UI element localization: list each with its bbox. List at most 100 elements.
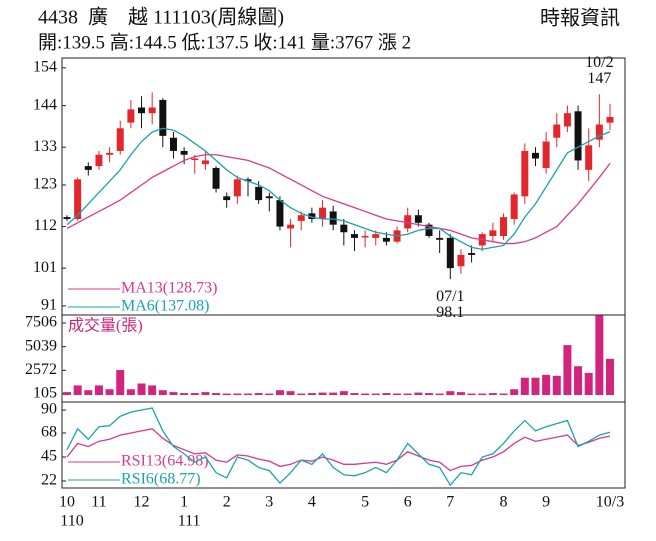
volume-bar xyxy=(63,392,71,395)
x-tick-label: 1 xyxy=(180,494,188,511)
panel-title: 成交量(張) xyxy=(68,317,143,335)
candle-body xyxy=(63,217,71,220)
volume-bar xyxy=(478,393,487,395)
y-tick-label: 2572 xyxy=(25,361,57,378)
volume-bar xyxy=(244,393,252,395)
volume-bar xyxy=(212,393,221,395)
volume-bar xyxy=(350,393,359,395)
candle-body xyxy=(127,109,135,123)
candle-body xyxy=(425,224,433,237)
candle-body xyxy=(510,194,518,220)
candle-body xyxy=(446,237,454,269)
candle-body xyxy=(436,237,444,240)
y-tick-label: 90 xyxy=(41,401,57,418)
volume-bar xyxy=(499,393,508,395)
x-tick-label: 2 xyxy=(223,494,231,511)
x-tick-label: 10/3 xyxy=(596,494,624,511)
volume-bar xyxy=(126,389,135,395)
volume-bar xyxy=(595,315,604,395)
volume-bar xyxy=(84,390,93,395)
candle-body xyxy=(212,167,220,189)
candle-body xyxy=(287,224,295,229)
candle-body xyxy=(159,99,167,136)
x-tick-label: 3 xyxy=(265,494,273,511)
candle-body xyxy=(138,107,146,114)
volume-bar xyxy=(286,391,295,395)
annotation-date: 07/1 xyxy=(436,288,464,305)
x-tick-label: 4 xyxy=(308,494,316,511)
y-tick-label: 154 xyxy=(33,58,57,75)
candle-body xyxy=(265,196,273,199)
candle-body xyxy=(255,186,263,201)
candle-body xyxy=(595,124,603,140)
x-tick-label: 7 xyxy=(446,494,454,511)
chart-title: 4438 廣 越 111103(周線圖) xyxy=(38,6,284,29)
candle-body xyxy=(500,217,508,237)
volume-bar xyxy=(116,370,125,395)
candle-body xyxy=(414,215,422,223)
candle-body xyxy=(585,145,593,170)
y-tick-label: 101 xyxy=(33,259,57,276)
candle-body xyxy=(553,124,561,138)
candle-body xyxy=(542,141,550,168)
volume-bar xyxy=(105,389,114,395)
candle-body xyxy=(329,211,337,225)
volume-bar xyxy=(563,345,572,395)
x-year-label: 110 xyxy=(60,513,83,530)
volume-bar xyxy=(403,393,412,395)
volume-bar xyxy=(307,393,316,395)
y-tick-label: 5039 xyxy=(25,337,57,354)
x-tick-label: 12 xyxy=(134,494,150,511)
annotation-value: 98.1 xyxy=(436,304,464,321)
volume-bar xyxy=(148,385,157,395)
candle-body xyxy=(180,150,188,155)
y-tick-label: 22 xyxy=(41,472,57,489)
line-series xyxy=(66,127,611,250)
volume-bar xyxy=(169,392,178,395)
candle-body xyxy=(191,158,199,161)
candle-body xyxy=(308,213,316,220)
candle-body xyxy=(340,224,348,233)
volume-bar xyxy=(552,375,561,395)
volume-bar xyxy=(233,393,242,395)
candle-body xyxy=(201,160,209,165)
annotation-date: 10/2 xyxy=(585,54,613,71)
volume-bar xyxy=(393,393,402,395)
y-tick-label: 45 xyxy=(41,448,57,465)
candle-body xyxy=(531,152,539,159)
candle-body xyxy=(468,253,476,255)
volume-bar xyxy=(190,393,199,395)
candle-body xyxy=(489,230,497,237)
volume-bar xyxy=(456,392,465,395)
y-tick-label: 112 xyxy=(34,217,57,234)
candle-body xyxy=(244,179,252,182)
volume-bar xyxy=(158,390,167,395)
line-series xyxy=(66,154,611,245)
candle-body xyxy=(521,150,529,197)
candle-body xyxy=(574,111,582,161)
chart-subtitle: 開:139.5 高:144.5 低:137.5 收:141 量:3767 漲 2 xyxy=(38,31,411,53)
candle-body xyxy=(233,179,241,197)
volume-bar xyxy=(137,383,146,395)
candle-body xyxy=(319,207,327,220)
volume-bar xyxy=(222,393,231,395)
volume-bar xyxy=(425,393,433,395)
volume-bar xyxy=(201,392,210,395)
line-series xyxy=(66,428,611,472)
x-tick-label: 6 xyxy=(404,494,412,511)
legend-label: MA13(128.73) xyxy=(121,280,217,297)
y-tick-label: 105 xyxy=(33,385,57,402)
volume-bar xyxy=(180,393,189,395)
candle-body xyxy=(382,237,390,242)
annotation-value: 147 xyxy=(587,70,611,87)
y-tick-label: 123 xyxy=(33,176,57,193)
x-tick-label: 11 xyxy=(91,494,106,511)
volume-bar xyxy=(606,358,614,395)
line-series xyxy=(66,407,611,487)
volume-bar xyxy=(275,390,284,395)
y-tick-label: 144 xyxy=(33,96,57,113)
candle-body xyxy=(563,113,571,127)
volume-bar xyxy=(297,393,306,395)
x-year-label: 111 xyxy=(178,513,201,530)
